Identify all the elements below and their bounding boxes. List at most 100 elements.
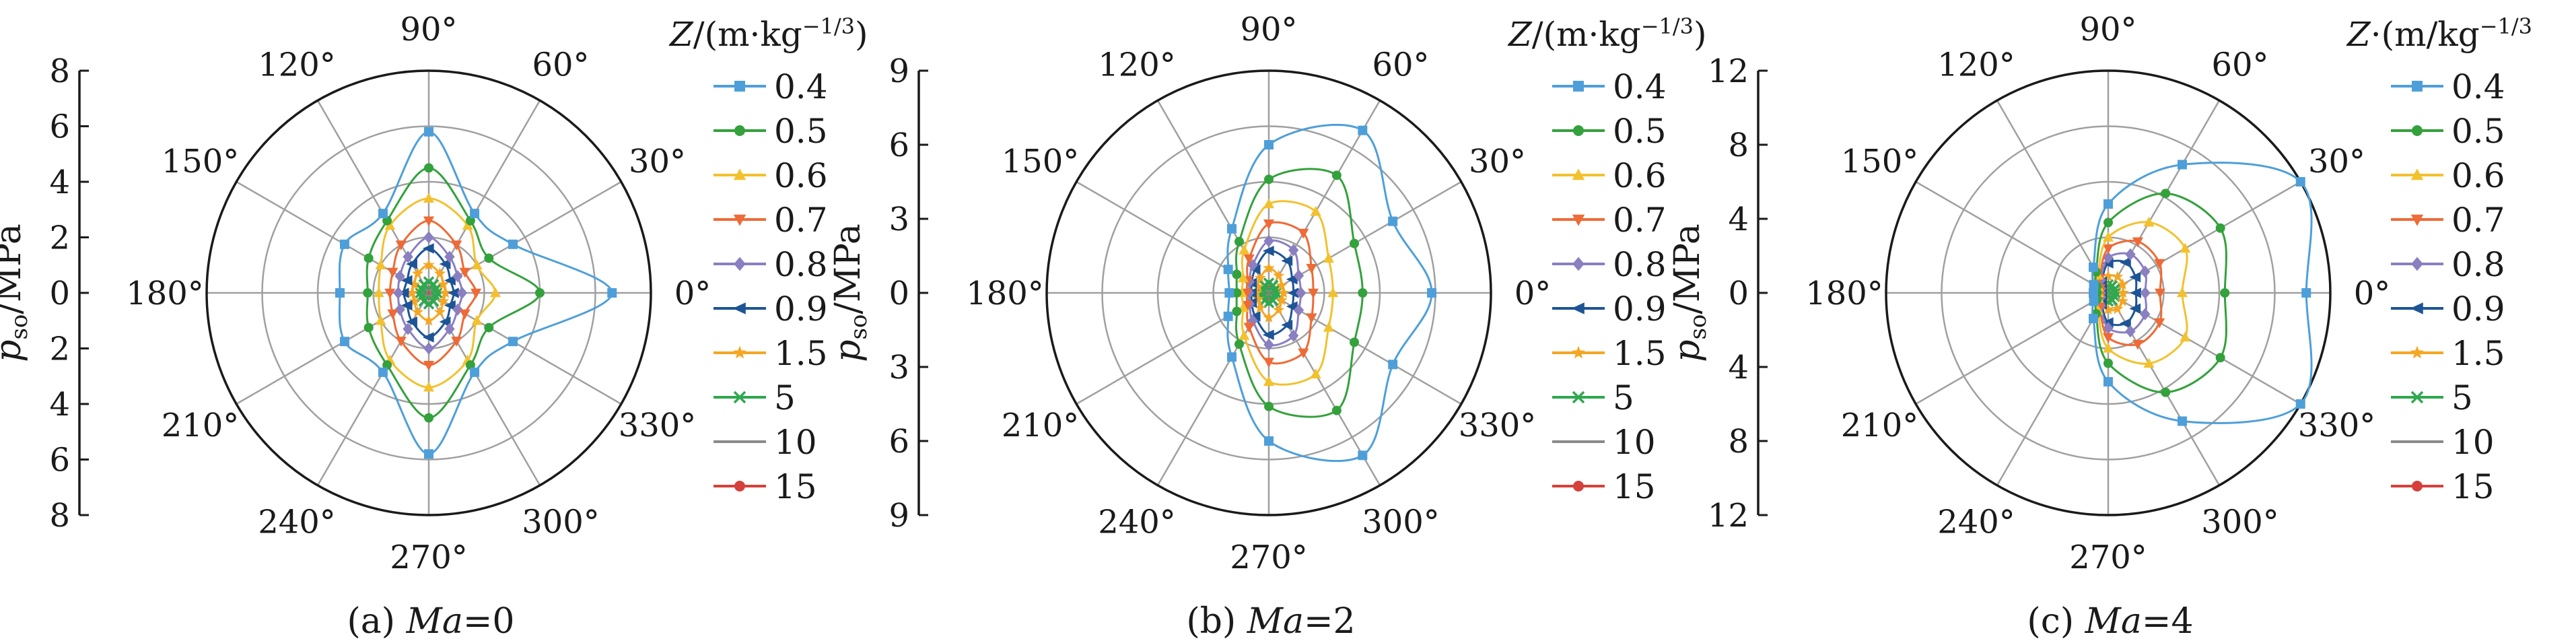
data-point — [1247, 314, 1258, 327]
data-point — [444, 275, 456, 286]
legend-label: 0.8 — [2451, 245, 2505, 284]
radial-tick-label: 3 — [889, 201, 909, 238]
legend-title-unit: /(m·kg — [693, 15, 802, 54]
data-point — [433, 306, 446, 317]
angle-label: 0° — [2354, 275, 2391, 312]
data-point — [444, 300, 456, 311]
caption-value: =0 — [463, 601, 515, 642]
data-point — [2125, 248, 2136, 261]
y-axis-title-unit: /MPa — [0, 224, 29, 314]
series-0.4 — [2089, 160, 2313, 426]
data-point — [395, 240, 407, 250]
data-point — [1243, 323, 1255, 333]
data-point — [1358, 125, 1368, 135]
caption-prefix: (c) — [2027, 601, 2085, 642]
legend-item: 0.9 — [713, 290, 828, 329]
legend-label: 15 — [1613, 467, 1656, 506]
legend-marker — [1572, 168, 1585, 180]
data-point — [1249, 264, 1261, 275]
data-point — [1331, 405, 1342, 415]
legend-title: Z/(m·kg−1/3) — [1507, 13, 1707, 54]
radial-tick-label: 6 — [49, 442, 70, 479]
radial-tick-label: 8 — [1728, 127, 1749, 164]
angle-label: 150° — [162, 143, 240, 180]
angle-labels: 0° 30° 60° 90° 120° 150° 180° 210° 240° 270° 300° 3… — [126, 11, 711, 576]
data-point — [1237, 272, 1249, 283]
data-point — [508, 239, 518, 249]
data-point — [2178, 416, 2187, 426]
radial-tick-label: 4 — [49, 386, 70, 424]
angle-label: 0° — [1515, 275, 1552, 312]
legend-label: 0.4 — [1613, 67, 1667, 106]
data-point — [465, 215, 475, 226]
radial-tick-label: 3 — [889, 349, 909, 386]
data-point — [423, 360, 435, 371]
legend-item: 5 — [1552, 378, 1634, 417]
data-point — [1234, 339, 1244, 349]
data-point — [382, 215, 392, 226]
angle-label: 210° — [162, 407, 240, 444]
angle-label: 240° — [258, 504, 336, 541]
legend-marker — [733, 214, 746, 226]
data-point — [2143, 358, 2155, 368]
angle-label: 270° — [390, 539, 468, 576]
series-5 — [415, 276, 443, 310]
outer-circle — [1045, 69, 1492, 516]
data-point — [378, 209, 388, 219]
series-0.5 — [1232, 168, 1368, 418]
series-group — [2089, 160, 2313, 426]
radial-axis: 8 6 4 2 0 2 4 6 8 — [49, 53, 89, 535]
legend-marker — [2410, 168, 2424, 180]
data-point — [2102, 244, 2114, 255]
data-point — [508, 337, 518, 347]
radial-tick-label: 4 — [1728, 349, 1749, 386]
data-point — [1273, 269, 1285, 281]
data-point — [1298, 228, 1309, 239]
data-point — [422, 332, 434, 343]
legend-label: 0.4 — [774, 67, 828, 106]
data-point — [1232, 269, 1242, 279]
legend-label: 0.5 — [2451, 112, 2505, 151]
legend-title-var: Z — [668, 15, 694, 54]
data-point — [2103, 217, 2113, 228]
series-0.9 — [397, 243, 459, 343]
legend-label: 15 — [774, 467, 817, 506]
data-point — [2089, 288, 2098, 298]
radial-tick-label: 9 — [889, 53, 909, 90]
data-point — [1310, 205, 1321, 216]
angle-label: 180° — [126, 275, 204, 312]
data-point — [1276, 279, 1288, 291]
data-point — [2140, 286, 2151, 300]
y-axis-title-sub: so — [6, 314, 33, 340]
data-point — [335, 288, 345, 298]
angle-label: 30° — [2308, 143, 2365, 180]
legend-marker — [733, 168, 746, 180]
angle-label: 240° — [1937, 504, 2015, 541]
data-point — [1263, 262, 1275, 273]
data-point — [1323, 321, 1334, 332]
angle-label: 150° — [1841, 143, 1919, 180]
series-0.4 — [335, 127, 617, 459]
radial-tick-label: 4 — [1728, 201, 1749, 238]
legend-marker — [1572, 345, 1585, 359]
data-point — [439, 316, 451, 327]
angle-label: 120° — [258, 46, 336, 84]
data-point — [2089, 279, 2099, 290]
series-0.5 — [363, 163, 545, 423]
data-point — [1298, 348, 1309, 359]
data-point — [424, 163, 433, 173]
angle-label: 330° — [619, 407, 697, 444]
y-axis-title-unit: /MPa — [1667, 224, 1708, 314]
data-point — [422, 243, 434, 254]
data-point — [339, 239, 349, 249]
data-point — [2215, 223, 2225, 233]
data-point — [484, 253, 494, 263]
caption-var: Ma — [1247, 601, 1304, 642]
data-point — [403, 323, 413, 335]
legend-label: 0.8 — [774, 245, 828, 284]
legend-label: 1.5 — [774, 334, 828, 373]
series-0.4 — [1223, 123, 1436, 463]
data-point — [424, 413, 433, 423]
angle-label: 90° — [1240, 11, 1297, 48]
data-point — [2176, 287, 2188, 298]
